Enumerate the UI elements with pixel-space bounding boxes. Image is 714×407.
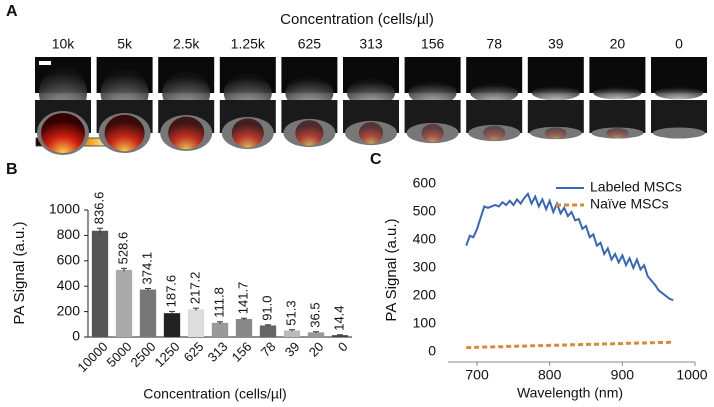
column-label: 156 (421, 36, 445, 52)
x-tick-label: 5000 (103, 339, 134, 370)
y-tick-label: 200 (413, 287, 437, 303)
ultrasound-dome (655, 86, 703, 100)
x-tick-label: 313 (205, 339, 231, 365)
value-label: 36.5 (307, 302, 322, 327)
bar (331, 335, 349, 337)
bar (307, 332, 325, 337)
column-label: 5k (117, 36, 133, 52)
x-tick-label: 700 (465, 367, 489, 383)
pa-dome-bg (653, 127, 705, 139)
x-tick-label: 1250 (151, 339, 182, 370)
x-tick-label: 39 (282, 339, 303, 360)
y-tick-label: 200 (57, 302, 81, 318)
panel-label: C (370, 151, 382, 168)
value-label: 187.6 (163, 275, 178, 308)
scale-bar (39, 61, 51, 65)
pa-signal (231, 118, 264, 148)
panel-label: A (6, 3, 18, 20)
value-label: 111.8 (211, 287, 226, 318)
bar (235, 319, 253, 337)
y-tick-label: 0 (428, 343, 436, 359)
x-tick-label: 800 (538, 367, 562, 383)
value-label: 51.3 (283, 300, 298, 325)
y-tick-label: 100 (413, 315, 437, 331)
pa-signal (544, 127, 567, 139)
x-tick-label: 1000 (676, 367, 707, 383)
value-label: 528.6 (115, 232, 130, 265)
column-label: 625 (298, 36, 322, 52)
value-label: 836.6 (91, 192, 106, 225)
pa-signal (358, 122, 384, 144)
y-tick-label: 0 (72, 328, 80, 344)
bar (211, 322, 229, 337)
column-label: 10k (52, 36, 76, 52)
y-axis-title: PA Signal (a.u.) (383, 218, 400, 321)
bar (91, 230, 109, 337)
ultrasound-dome (470, 83, 519, 103)
legend-label: Naïve MSCs (590, 196, 669, 212)
y-axis-title: PA Signal (a.u.) (11, 221, 28, 324)
ultrasound-dome (408, 81, 457, 105)
column-label: 20 (610, 36, 626, 52)
value-label: 217.2 (187, 272, 202, 305)
y-tick-label: 1000 (49, 201, 80, 217)
pa-signal (168, 116, 205, 150)
x-tick-label: 78 (258, 339, 279, 360)
x-tick-label: 2500 (127, 339, 158, 370)
y-tick-label: 500 (413, 203, 437, 219)
x-tick-label: 0 (335, 339, 351, 355)
column-label: 313 (359, 36, 383, 52)
ultrasound-dome (593, 86, 642, 100)
column-label: 78 (486, 36, 502, 52)
x-tick-label: 625 (181, 339, 207, 365)
value-label: 374.1 (139, 252, 154, 285)
series-line (465, 191, 674, 302)
column-label: 0 (675, 36, 683, 52)
pa-signal (606, 128, 629, 138)
value-label: 141.7 (235, 282, 250, 315)
pa-signal (421, 123, 444, 143)
y-tick-label: 400 (57, 277, 81, 293)
x-axis-title: Concentration (cells/µl) (143, 386, 286, 402)
y-tick-label: 600 (413, 175, 437, 191)
column-label: 39 (548, 36, 564, 52)
bar (115, 269, 133, 337)
bar (187, 309, 205, 337)
bar (259, 325, 277, 337)
pa-signal (483, 125, 506, 141)
y-tick-label: 400 (413, 231, 437, 247)
x-tick-label: 20 (306, 339, 327, 360)
legend-label: Labeled MSCs (590, 179, 682, 195)
bar (163, 313, 181, 337)
y-tick-label: 300 (413, 259, 437, 275)
ultrasound-dome (531, 85, 580, 101)
value-label: 14.4 (331, 305, 346, 330)
column-label: 1.25k (231, 36, 266, 52)
series-line (466, 340, 674, 350)
pa-signal (295, 120, 324, 146)
column-label: 2.5k (173, 36, 200, 52)
x-tick-label: 900 (611, 367, 635, 383)
bar (283, 330, 301, 337)
panel-label: B (6, 161, 18, 178)
x-tick-label: 156 (229, 339, 255, 365)
y-tick-label: 600 (57, 252, 81, 268)
pa-signal (41, 113, 85, 153)
bar (139, 289, 157, 337)
pa-signal (104, 114, 145, 152)
y-tick-label: 800 (57, 226, 81, 242)
panel-title: Concentration (cells/µl) (280, 11, 434, 28)
x-axis-title: Wavelength (nm) (517, 385, 623, 401)
value-label: 91.0 (259, 295, 274, 320)
